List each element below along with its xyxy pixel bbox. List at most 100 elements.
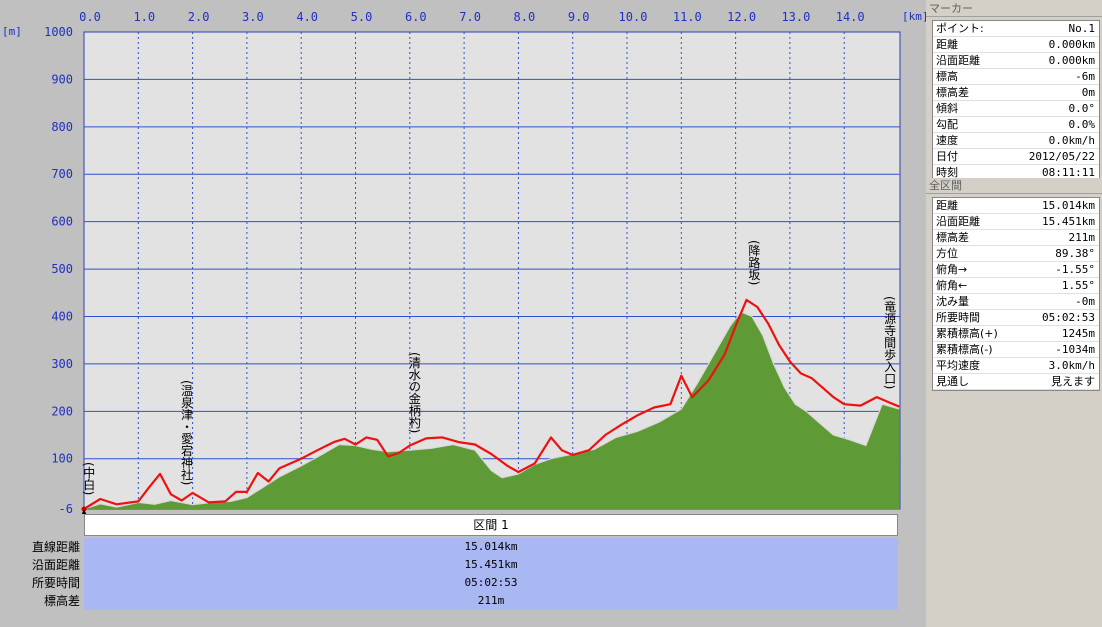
- marker-panel-row: ポイント: No.1: [933, 21, 1099, 37]
- x-tick-label: 4.0: [296, 10, 318, 24]
- y-unit-label: [m]: [2, 25, 22, 38]
- x-tick-label: 6.0: [405, 10, 427, 24]
- marker-panel-row: 距離 0.000km: [933, 37, 1099, 53]
- row-label: 見通し: [936, 375, 969, 388]
- row-label: 勾配: [936, 118, 958, 131]
- marker-pointer-icon[interactable]: [80, 509, 88, 514]
- row-label: 沈み量: [936, 295, 969, 308]
- row-value: 05:02:53: [1042, 311, 1095, 324]
- row-label: 累積標高(+): [936, 327, 998, 340]
- row-value: 2012/05/22: [1028, 150, 1095, 163]
- section-row-label: 直線距離: [31, 540, 80, 554]
- x-tick-label: 7.0: [459, 10, 481, 24]
- row-label: 距離: [936, 199, 958, 212]
- section-row-label: 所要時間: [31, 576, 80, 590]
- row-label: 時刻: [936, 166, 958, 179]
- elevation-fill: [84, 311, 900, 509]
- y-tick-label: 100: [51, 452, 73, 466]
- row-label: 所要時間: [936, 311, 980, 324]
- row-value: 見えます: [1051, 375, 1095, 388]
- elevation-area: [83, 311, 900, 510]
- row-label: 俯角←: [936, 279, 968, 292]
- y-tick-label: 700: [51, 167, 73, 181]
- x-tick-label: 1.0: [133, 10, 155, 24]
- y-tick-labels: 1000 900 800 700 600 500 400 300 200 100 -6: [44, 25, 73, 514]
- x-tick-label: 3.0: [242, 10, 264, 24]
- section-row: 直線距離 15.014km: [0, 538, 898, 556]
- x-tick-label: 8.0: [514, 10, 536, 24]
- x-tick-label: 14.0: [836, 10, 865, 24]
- waypoint-label: (清水の金柄杓): [408, 352, 422, 433]
- row-label: 俯角→: [936, 263, 968, 276]
- x-tick-label: 12.0: [727, 10, 756, 24]
- elevation-edge: [83, 311, 900, 510]
- row-value: 0.0°: [1068, 102, 1096, 115]
- total-panel-row: 累積標高(-) -1034m: [933, 342, 1099, 358]
- row-value: No.1: [1068, 22, 1096, 35]
- row-value: -0m: [1075, 295, 1095, 308]
- row-value: 0m: [1081, 86, 1095, 99]
- marker-table: ポイント: No.1 距離 0.000km 沿面距離 0.000km 標高 -6m 標高差 0m 傾…: [932, 20, 1100, 182]
- row-label: 沿面距離: [936, 54, 980, 67]
- marker-panel-row: 勾配 0.0%: [933, 117, 1099, 133]
- total-panel-row: 沿面距離 15.451km: [933, 214, 1099, 230]
- row-value: 211m: [1068, 231, 1096, 244]
- section-row-label: 標高差: [43, 594, 80, 608]
- section-header[interactable]: 区間 1: [84, 514, 898, 536]
- elevation-chart[interactable]: 0.0 1.0 2.0 3.0 4.0 5.0 6.0 7.0 8.0 9.0 10.0 11.0 12…: [0, 0, 926, 514]
- marker-panel-row: 傾斜 0.0°: [933, 101, 1099, 117]
- row-value: 3.0km/h: [1048, 359, 1095, 372]
- row-label: 速度: [936, 134, 958, 147]
- total-panel-title: 全区間: [926, 178, 1102, 194]
- row-label: ポイント:: [936, 22, 984, 35]
- total-panel-row: 俯角← 1.55°: [933, 278, 1099, 294]
- section-row-value: 211m: [84, 592, 898, 610]
- x-tick-label: 10.0: [619, 10, 648, 24]
- info-panel: マーカー ポイント: No.1 距離 0.000km 沿面距離 0.000km 標高 -6m 標…: [926, 0, 1102, 627]
- total-panel-row: 所要時間 05:02:53: [933, 310, 1099, 326]
- row-label: 日付: [936, 150, 958, 163]
- y-tick-label: 800: [51, 120, 73, 134]
- x-tick-label: 13.0: [781, 10, 810, 24]
- row-label: 標高差: [936, 86, 969, 99]
- section-row: 所要時間 05:02:53: [0, 574, 898, 592]
- row-value: 89.38°: [1055, 247, 1095, 260]
- y-tick-label: -6: [59, 502, 73, 514]
- waypoint-label: (降路坂): [747, 240, 761, 285]
- y-tick-label: 200: [51, 404, 73, 418]
- row-value: -6m: [1075, 70, 1095, 83]
- x-tick-label: 5.0: [351, 10, 373, 24]
- section-summary: 区間 1 直線距離 15.014km 沿面距離 15.451km 所要時間 05…: [0, 514, 926, 613]
- x-tick-label: 0.0: [79, 10, 101, 24]
- total-panel-row: 累積標高(+) 1245m: [933, 326, 1099, 342]
- marker-panel-title: マーカー: [926, 1, 1102, 17]
- row-label: 沿面距離: [936, 215, 980, 228]
- y-tick-label: 900: [51, 72, 73, 86]
- section-row: 標高差 211m: [0, 592, 898, 610]
- total-panel-row: 距離 15.014km: [933, 198, 1099, 214]
- row-value: 0.000km: [1048, 54, 1095, 67]
- total-panel-row: 見通し 見えます: [933, 374, 1099, 390]
- row-value: 08:11:11: [1042, 166, 1095, 179]
- track-polyline: [83, 298, 900, 510]
- row-value: 0.0km/h: [1048, 134, 1095, 147]
- total-panel-row: 平均速度 3.0km/h: [933, 358, 1099, 374]
- total-panel-row: 沈み量 -0m: [933, 294, 1099, 310]
- section-row-value: 05:02:53: [84, 574, 898, 592]
- y-tick-label: 1000: [44, 25, 73, 39]
- marker-panel-row: 標高差 0m: [933, 85, 1099, 101]
- x-tick-label: 2.0: [188, 10, 210, 24]
- total-panel-row: 標高差 211m: [933, 230, 1099, 246]
- x-tick-label: 11.0: [673, 10, 702, 24]
- waypoint-label: (温泉津・愛宕神社): [179, 380, 193, 485]
- total-panel-row: 俯角→ -1.55°: [933, 262, 1099, 278]
- marker-panel-row: 日付 2012/05/22: [933, 149, 1099, 165]
- row-value: 1.55°: [1061, 279, 1095, 292]
- section-row-value: 15.451km: [84, 556, 898, 574]
- x-tick-labels: 0.0 1.0 2.0 3.0 4.0 5.0 6.0 7.0 8.0 9.0 10.0 11.0 12…: [79, 10, 864, 24]
- row-label: 平均速度: [936, 359, 980, 372]
- marker-panel-row: 速度 0.0km/h: [933, 133, 1099, 149]
- row-value: -1034m: [1055, 343, 1095, 356]
- total-table: 距離 15.014km 沿面距離 15.451km 標高差 211m 方位 89.38° 俯角→…: [932, 197, 1100, 391]
- waypoint-label: (中白): [82, 462, 96, 495]
